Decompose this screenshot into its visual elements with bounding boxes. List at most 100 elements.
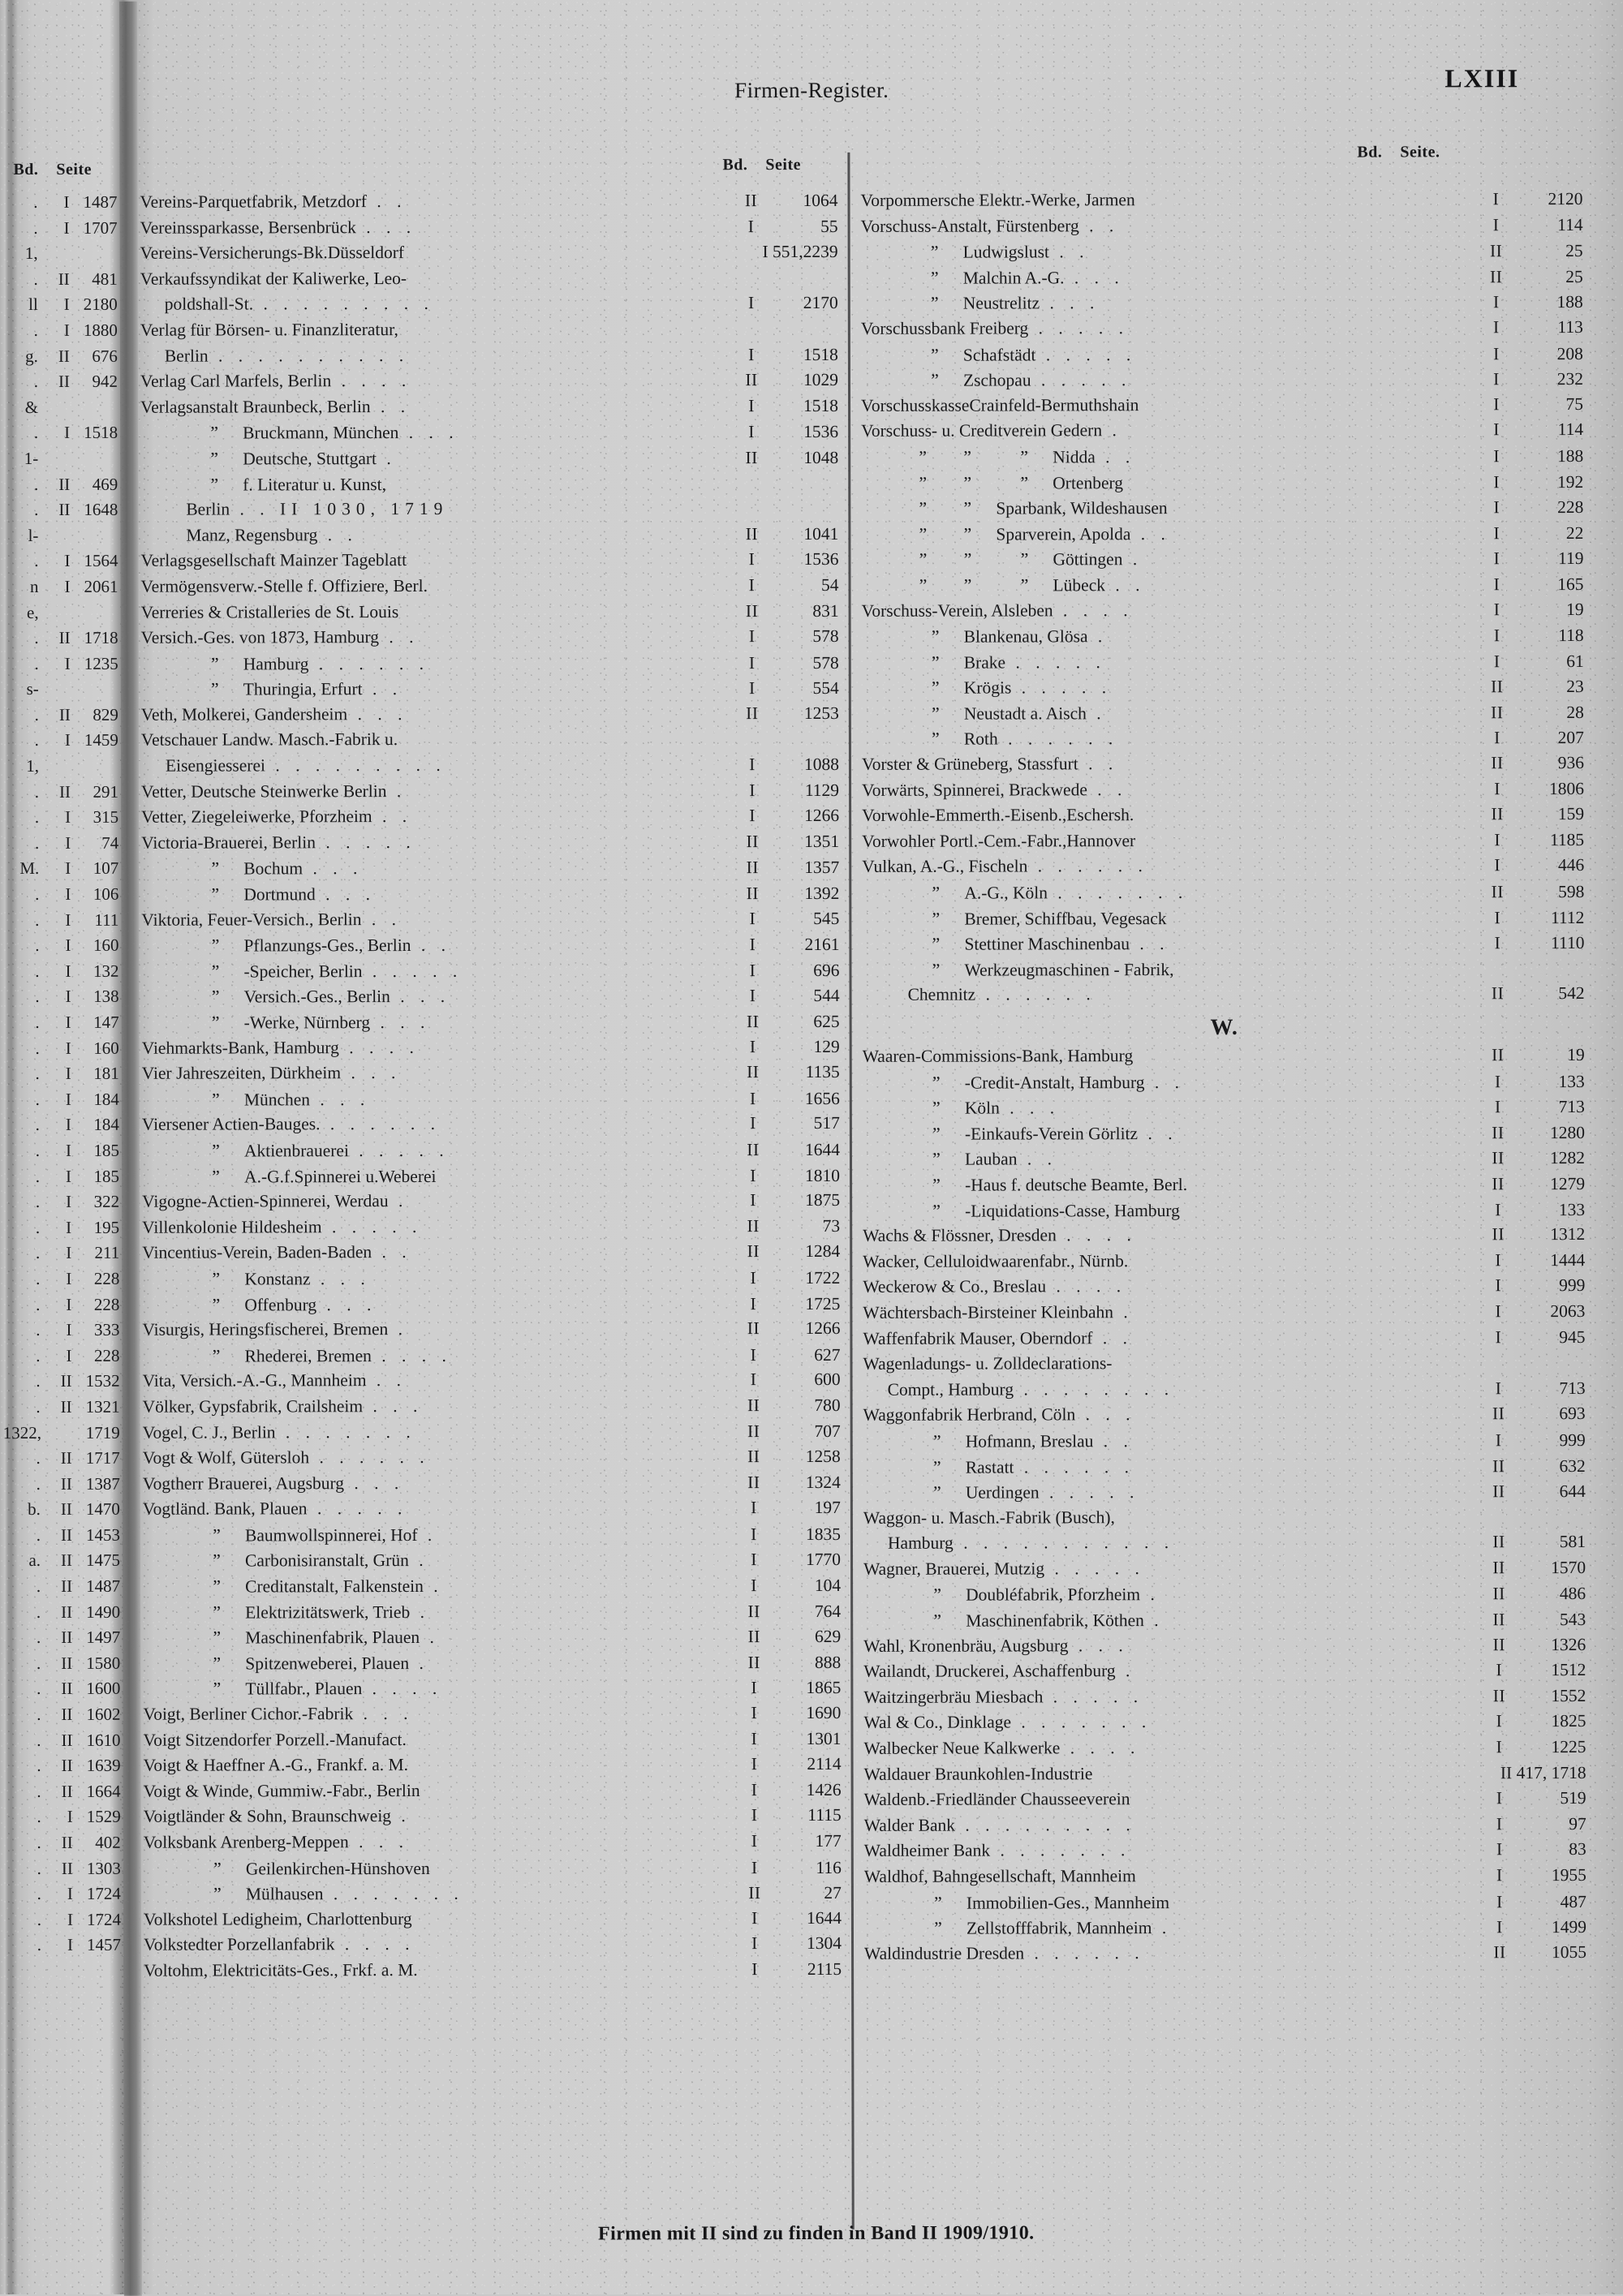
entry-name: Wagenladungs- u. Zolldeclarations-	[859, 1350, 1479, 1377]
entry-page: 1280	[1517, 1120, 1590, 1146]
entry-label: Vereins-Parquetfabrik, Metzdorf	[140, 191, 366, 212]
entry-name: Eisengiesserei . . . . . . . . .	[138, 752, 734, 779]
entry-volume: II	[1480, 1454, 1518, 1480]
fragment-tail: l-	[1, 523, 42, 549]
entry-label: Köln	[965, 1099, 1000, 1118]
entry-name: ”München . . .	[139, 1086, 734, 1113]
dot-leader: . . . . .	[1031, 370, 1132, 389]
entry-volume: I	[1479, 1299, 1517, 1325]
fragment-page: 1580	[72, 1651, 122, 1677]
entry-name: ””Sparbank, Wildeshausen	[858, 494, 1478, 522]
fragment-volume: I	[44, 1344, 71, 1369]
entry-label: Verlag für Börsen- u. Finanzliteratur,	[140, 320, 398, 340]
fragment-volume: II	[45, 1676, 72, 1702]
fragment-page: 160	[71, 1035, 121, 1061]
entry-name: ”Malchin A.-G. . . .	[858, 264, 1478, 291]
entry-volume: II	[735, 1419, 773, 1445]
entry-name: ”Spitzenweberei, Plauen .	[140, 1649, 735, 1677]
entry-volume: I	[1478, 521, 1515, 547]
ditto-mark: ”	[908, 1197, 965, 1223]
entry-page: 133	[1517, 1197, 1590, 1223]
entry-page: 627	[772, 1343, 845, 1369]
left-column-header: Bd.Seite	[722, 156, 801, 174]
fragment-volume: I	[42, 318, 70, 344]
entry-page: 1690	[773, 1701, 846, 1726]
entry-name: Wailandt, Druckerei, Aschaffenburg .	[860, 1658, 1480, 1685]
entry-volume: I	[734, 1292, 772, 1318]
entry-page: 228	[1515, 495, 1588, 521]
ditto-mark: ”	[188, 1574, 245, 1600]
fragment-row: 1,	[2, 754, 120, 780]
entry-page: 1266	[771, 803, 844, 829]
entry-label: Visurgis, Heringsfischerei, Bremen	[142, 1319, 388, 1339]
fragment-tail: 1,	[2, 754, 43, 780]
entry-page: 2170	[770, 290, 843, 316]
entry-label: Verlag Carl Marfels, Berlin	[140, 371, 331, 390]
fragment-volume: II	[45, 1523, 72, 1549]
fragment-volume: I	[44, 1240, 71, 1266]
entry-name: Voigt & Haeffner A.-G., Frankf. a. M.	[140, 1752, 736, 1778]
ditto-mark: ”	[187, 933, 243, 959]
ditto-mark: ”	[188, 1650, 245, 1676]
entry-page: 1644	[772, 1137, 845, 1163]
entry-name: ”Werkzeugmaschinen - Fabrik,	[859, 956, 1479, 983]
entry-name: ”Geilenkirchen-Hünshoven	[140, 1855, 736, 1882]
entry-label: Wailandt, Druckerei, Aschaffenburg	[863, 1661, 1115, 1681]
fragment-volume: I	[44, 1087, 71, 1113]
fragment-tail: .	[2, 1010, 44, 1036]
entry-volume: I	[734, 752, 771, 778]
dot-leader: . . . .	[362, 1679, 442, 1698]
entry-label: Victoria-Brauerei, Berlin	[141, 832, 316, 852]
ditto-mark: ”	[909, 1582, 966, 1608]
register-entry-row: Berlin . . II 1030, 1719	[137, 496, 843, 522]
fragment-page: 2180	[70, 292, 119, 318]
entry-page: 27	[773, 1881, 846, 1907]
fragment-tail: .	[1, 318, 42, 344]
ditto-mark: ”	[189, 1855, 246, 1881]
fragment-page: 74	[71, 831, 120, 857]
entry-volume: II	[1480, 1582, 1518, 1608]
fragment-tail: .	[3, 1728, 45, 1754]
entry-page: 1770	[773, 1547, 846, 1573]
entry-name: Verlagsanstalt Braunbeck, Berlin . .	[137, 393, 733, 420]
entry-label: Creditanstalt, Falkenstein	[245, 1576, 424, 1596]
dot-leader: . . . . .	[1044, 1559, 1145, 1578]
entry-name: Chemnitz . . . . . .	[859, 982, 1479, 1008]
entry-volume: I	[735, 1701, 773, 1726]
ditto-mark: ”	[939, 521, 996, 547]
entry-label: Völker, Gypsfabrik, Crailsheim	[143, 1396, 363, 1417]
entry-name: Voigtländer & Sohn, Braunschweig .	[140, 1804, 736, 1830]
ditto-mark: ”	[907, 675, 964, 701]
entry-volume: I	[733, 393, 770, 419]
ditto-mark: ”	[906, 521, 939, 547]
fragment-volume: II	[45, 1600, 72, 1626]
dot-leader: . . .	[363, 1396, 423, 1416]
ditto-mark: ”	[906, 445, 939, 471]
entry-label: Neustrelitz	[963, 294, 1040, 313]
entry-name: Waldhof, Bahngesellschaft, Mannheim	[861, 1863, 1481, 1890]
entry-page: 1064	[769, 188, 842, 214]
entry-page: 28	[1516, 700, 1589, 726]
dot-leader: . . . . .	[316, 832, 416, 852]
entry-volume: I	[736, 1906, 773, 1932]
fragment-page: 402	[73, 1830, 123, 1856]
entry-label: Vogel, C. J., Berlin	[143, 1422, 276, 1442]
